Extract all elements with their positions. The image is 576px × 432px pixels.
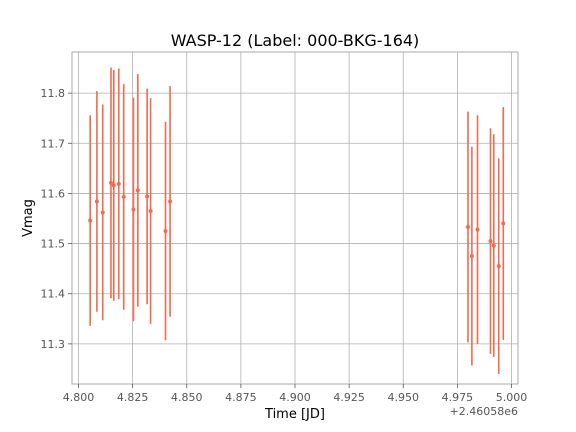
chart-title: WASP-12 (Label: 000-BKG-164) <box>171 31 420 50</box>
y-tick-label: 11.5 <box>41 238 66 251</box>
data-marks <box>88 67 506 374</box>
y-tick-label: 11.7 <box>41 137 66 150</box>
y-tick-label: 11.8 <box>41 87 66 100</box>
x-tick-label: 5.000 <box>496 391 528 404</box>
data-point <box>145 194 150 199</box>
x-axis-offset-label: +2.46058e6 <box>450 405 518 418</box>
x-tick-label: 4.975 <box>442 391 474 404</box>
data-point <box>148 208 153 213</box>
x-axis-label: Time [JD] <box>264 407 325 422</box>
x-tick-label: 4.825 <box>117 391 149 404</box>
data-point <box>108 180 113 185</box>
y-tick-label: 11.6 <box>41 187 66 200</box>
y-tick-label: 11.3 <box>41 338 66 351</box>
data-point <box>475 227 480 232</box>
data-point <box>465 225 470 230</box>
y-tick-label: 11.4 <box>41 288 66 301</box>
data-point <box>100 210 105 215</box>
data-point <box>111 183 116 188</box>
data-point <box>116 181 121 186</box>
axis-ticks: 4.800 4.825 4.850 4.875 4.900 4.925 4.950 4.975… <box>41 87 528 404</box>
x-tick-label: 4.900 <box>279 391 311 404</box>
data-point <box>491 243 496 248</box>
data-point <box>163 229 168 234</box>
x-tick-label: 4.925 <box>333 391 365 404</box>
y-axis-label: Vmag <box>21 199 36 237</box>
data-point <box>135 188 140 193</box>
data-point <box>94 199 99 204</box>
data-point <box>501 221 506 226</box>
data-point <box>131 207 136 212</box>
x-tick-label: 4.875 <box>225 391 257 404</box>
data-point <box>469 254 474 259</box>
x-tick-label: 4.850 <box>171 391 203 404</box>
data-point <box>496 264 501 269</box>
x-tick-label: 4.800 <box>63 391 95 404</box>
data-point <box>121 194 126 199</box>
x-tick-label: 4.950 <box>388 391 420 404</box>
data-point <box>88 218 93 223</box>
data-point <box>488 239 493 244</box>
data-point <box>168 199 173 204</box>
